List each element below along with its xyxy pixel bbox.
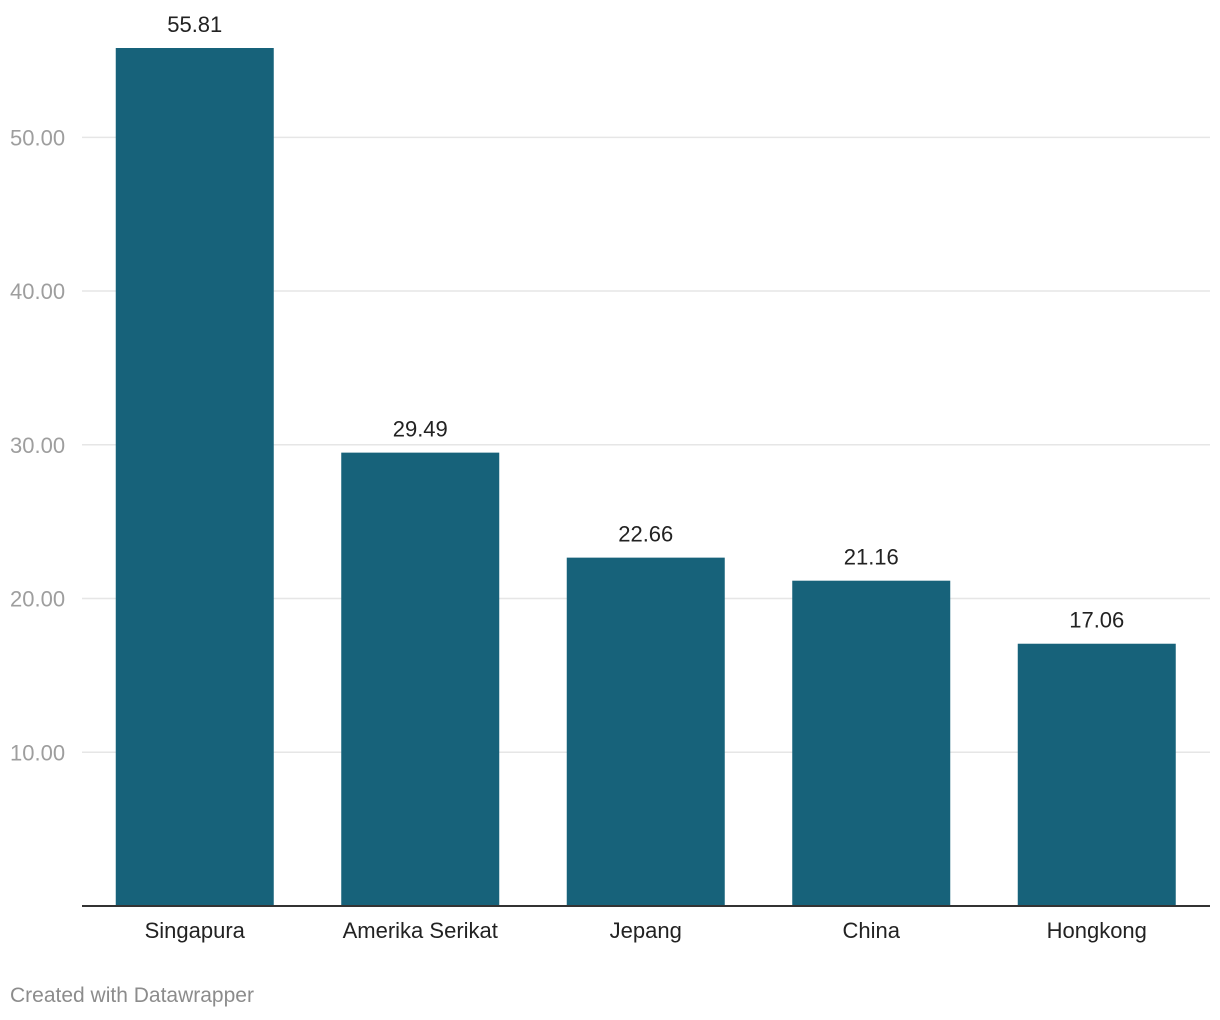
value-labels: 55.81 29.49 22.66 21.16 17.06 [167,12,1124,633]
bar-value-label: 17.06 [1069,608,1124,633]
bar-value-label: 21.16 [844,545,899,570]
y-tick-label: 40.00 [10,279,65,304]
y-axis-ticks: 10.00 20.00 30.00 40.00 50.00 [10,125,65,765]
bar[interactable] [341,452,500,906]
x-category-label: Singapura [145,918,246,943]
x-category-label: Jepang [610,918,682,943]
y-tick-label: 50.00 [10,125,65,150]
x-category-label: China [843,918,901,943]
x-axis-labels: Singapura Amerika Serikat Jepang China Hongk… [145,918,1147,943]
bar[interactable] [1017,643,1176,906]
bar-value-label: 22.66 [618,522,673,547]
y-tick-label: 10.00 [10,740,65,765]
bar[interactable] [792,580,951,906]
x-category-label: Amerika Serikat [343,918,498,943]
y-tick-label: 30.00 [10,433,65,458]
bar-value-label: 29.49 [393,417,448,442]
bar[interactable] [115,48,274,906]
bar[interactable] [566,557,725,906]
footer-credit[interactable]: Created with Datawrapper [10,984,254,1007]
x-category-label: Hongkong [1047,918,1147,943]
bar-value-label: 55.81 [167,12,222,37]
y-tick-label: 20.00 [10,587,65,612]
bars [115,48,1176,906]
